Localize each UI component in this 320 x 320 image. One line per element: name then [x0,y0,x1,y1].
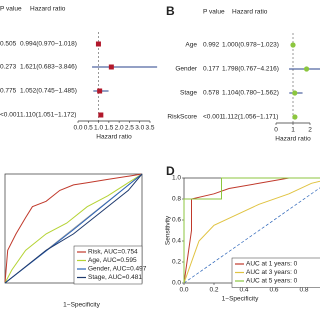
y-tick-label: 0.4 [172,238,181,245]
x-tick-label: 1.5 [104,125,113,132]
row-label: RiskScore [167,114,197,121]
x-tick-label: 2.0 [115,125,124,132]
hr-marker [290,42,296,48]
p-value: 0.177 [203,66,220,73]
hr-header: Hazard ratio [232,9,268,16]
y-tick-label: 0.8 [172,196,181,203]
x-tick-label: 0.2 [209,287,218,294]
y-axis-title: Sensitivity [165,215,172,245]
p-value: <0.001 [203,114,223,121]
roc-curve [4,173,143,284]
row-label: Stage [180,90,197,97]
p-value: 0.775 [0,88,17,95]
row-label: Age [185,42,197,49]
p-value: 0.505 [0,41,17,48]
x-tick-label: 1.0 [94,125,103,132]
hr-marker [303,66,310,72]
x-tick-label: 2 [308,127,312,134]
y-tick-label: 0.2 [172,259,181,266]
x-tick-label: 0.0 [73,125,82,132]
legend-label: AUC at 1 years: 0 [246,261,298,268]
hr-marker [95,41,101,47]
hr-label: 1.052(0.745−1.485) [20,88,77,95]
x-tick-label: 0.6 [269,287,278,294]
x-tick-label: 3.5 [145,125,154,132]
roc-curve [183,180,320,284]
x-axis-title: Hazard ratio [96,134,132,141]
row-label: Gender [175,66,198,73]
chance-line [183,187,320,284]
hr-label: 1.621(0.683−3.846) [20,64,77,71]
x-tick-label: 0 [274,127,278,134]
hr-header: Hazard ratio [30,6,66,13]
x-tick-label: 3.0 [135,125,144,132]
x-axis-title: Hazard ratio [275,136,311,143]
hr-label: 0.994(0.970−1.018) [20,41,77,48]
p-value: <0.001 [0,112,20,119]
y-tick-label: 1.0 [172,175,181,182]
hr-label: 1.112(1.056−1.171) [222,114,278,121]
legend-label: AUC at 5 years: 0 [246,278,298,285]
hr-marker [97,88,103,94]
p-header: P value [0,6,22,13]
hr-label: 1.110(1.051−1.172) [20,112,76,119]
legend-label: Gender, AUC=0.497 [88,266,147,273]
hr-marker [108,64,114,70]
p-value: 0.273 [0,64,17,71]
roc-curve [183,177,320,283]
p-value: 0.992 [203,42,220,49]
x-tick-label: 0.0 [179,287,188,294]
hr-marker [98,112,104,118]
x-tick-label: 1 [291,127,295,134]
p-value: 0.578 [203,90,220,97]
plot-frame [4,173,143,284]
panel-letter: D [166,164,175,178]
hr-label: 1.000(0.978−1.023) [222,42,279,49]
roc-curve [4,173,143,284]
y-tick-label: 0.6 [172,217,181,224]
hr-marker [292,114,298,120]
legend-label: Stage, AUC=0.481 [88,274,142,281]
legend-label: AUC at 3 years: 0 [246,269,298,276]
legend-label: Risk, AUC=0.754 [88,249,138,256]
hr-label: 1.104(0.780−1.562) [222,90,279,97]
hr-marker [292,90,298,96]
x-tick-label: 0.4 [239,287,248,294]
x-axis-title: 1−Specificity [222,296,259,303]
legend-box [231,257,320,288]
p-header: P value [203,9,225,16]
x-axis-title: 1−Specificity [63,302,100,309]
hr-label: 1.798(0.767−4.216) [222,66,279,73]
x-tick-label: 2.5 [125,125,134,132]
panel-letter: B [166,4,175,18]
y-tick-label: 0.0 [172,280,181,287]
legend-label: Age, AUC=0.595 [88,257,137,264]
roc-curve [4,173,143,284]
x-tick-label: 0.8 [299,287,308,294]
x-tick-label: 0.5 [84,125,93,132]
